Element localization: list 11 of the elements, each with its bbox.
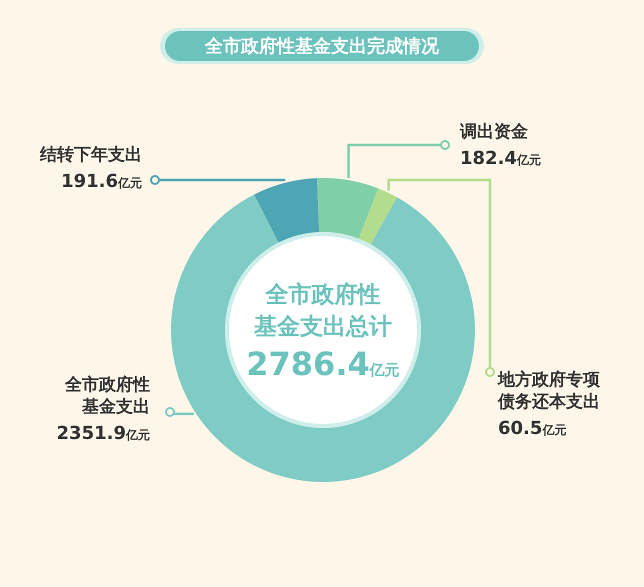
data-label: 2351.9亿元 (56, 423, 150, 444)
text: 全市政府性基金支出总计 (253, 281, 392, 340)
data-label: 182.4亿元 (460, 148, 541, 169)
data-label: 60.5亿元 (498, 418, 566, 439)
data-label: 191.6亿元 (61, 171, 142, 192)
chart-title: 全市政府性基金支出完成情况 (204, 36, 440, 57)
legend-label: 地方政府专项债务还本支出 (497, 370, 601, 412)
slice-label: 结转下年支出 (39, 145, 142, 165)
text: 2786.4亿元 (246, 345, 400, 383)
slice-label: 调出资金 (459, 122, 528, 142)
slice-label: 全市政府性基金支出 (64, 375, 150, 417)
